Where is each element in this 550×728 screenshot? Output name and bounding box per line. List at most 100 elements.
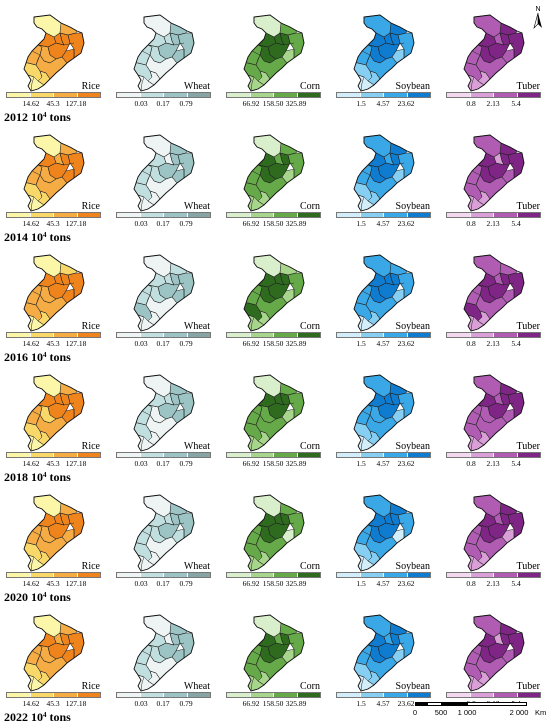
boundary-line: [477, 550, 483, 562]
crop-label: Tuber: [516, 201, 540, 212]
crop-label: Rice: [81, 321, 100, 332]
legend-swatch: [140, 453, 164, 457]
legend-swatch: [164, 333, 188, 337]
legend-swatch: [447, 333, 471, 337]
boundary-line: [507, 634, 515, 658]
legend-swatch: [384, 333, 408, 337]
boundary-line: [501, 402, 511, 418]
boundary-line: [471, 530, 497, 544]
unit-suffix: tons: [49, 110, 71, 124]
boundary-line: [281, 522, 291, 538]
boundary-line: [30, 76, 35, 92]
unit-base: 10: [31, 230, 43, 244]
boundary-line: [259, 646, 263, 656]
boundary-line: [365, 294, 371, 306]
boundary-line: [257, 310, 263, 322]
unit-suffix: tons: [49, 590, 71, 604]
boundary-line: [247, 554, 265, 566]
legend-tick-label: 2.13: [486, 99, 500, 108]
boundary-line: [365, 654, 371, 666]
legend-swatch: [77, 573, 100, 577]
year-value: 2020: [4, 590, 28, 604]
color-legend: 66.92 158.50 325.89: [226, 332, 321, 350]
legend-swatch: [140, 573, 164, 577]
boundary-line: [470, 316, 475, 332]
boundary-line: [471, 410, 497, 424]
color-legend: 14.62 45.3 127.18: [6, 92, 101, 110]
legend-swatch: [30, 213, 54, 217]
legend-swatch: [7, 453, 31, 457]
legend-swatch: [447, 573, 471, 577]
boundary-line: [141, 170, 167, 184]
scale-segment: [415, 702, 428, 706]
north-label: N: [535, 6, 540, 13]
map-panel-wheat-2022: Wheat 0.03 0.17 0.79: [110, 603, 220, 711]
legend-tick-label: 2.13: [486, 579, 500, 588]
boundary-line: [470, 196, 475, 212]
boundary-line: [251, 50, 277, 64]
legend-tick-label: 325.89: [285, 579, 307, 588]
boundary-line: [389, 512, 395, 526]
scale-label: 2 000: [509, 708, 529, 717]
color-legend: 0.03 0.17 0.79: [116, 692, 211, 710]
boundary-line: [273, 156, 277, 164]
boundary-line: [67, 34, 75, 58]
boundary-line: [37, 550, 43, 562]
legend-swatch: [187, 213, 210, 217]
legend-tick-label: 45.3: [46, 579, 60, 588]
legend-swatch: [30, 93, 54, 97]
boundary-line: [369, 646, 373, 656]
legend-swatch: [384, 213, 408, 217]
legend-tick-label: 0.8: [466, 579, 476, 588]
legend-tick-label: 5.4: [511, 579, 521, 588]
boundary-line: [149, 406, 153, 416]
boundary-line: [37, 70, 43, 82]
boundary-line: [499, 392, 505, 406]
legend-tick-label: 4.57: [376, 579, 390, 588]
legend-tick-label: 0.17: [156, 99, 170, 108]
region-outline: [23, 374, 85, 452]
region-outline: [463, 494, 525, 572]
legend-bar: [6, 332, 101, 338]
boundary-line: [141, 290, 167, 304]
color-legend: 14.62 45.3 127.18: [6, 572, 101, 590]
boundary-line: [141, 410, 167, 424]
boundary-line: [365, 54, 371, 66]
legend-tick-label: 23.62: [397, 99, 415, 108]
boundary-line: [35, 54, 41, 66]
legend-tick-label: 0.79: [179, 339, 193, 348]
region-outline: [133, 254, 195, 332]
boundary-line: [279, 272, 285, 286]
province-map: [133, 494, 195, 572]
color-legend: 0.8 2.13 5.4: [446, 212, 541, 230]
legend-swatch: [297, 693, 320, 697]
legend-swatch: [360, 93, 384, 97]
color-legend: 0.8 2.13 5.4: [446, 452, 541, 470]
scale-label: 1 000: [457, 708, 477, 717]
legend-bar: [446, 212, 541, 218]
legend-tick-label: 2.13: [486, 459, 500, 468]
boundary-line: [137, 674, 155, 686]
boundary-line: [163, 396, 167, 404]
boundary-line: [67, 514, 75, 538]
year-label: 2014 104 tons: [4, 228, 71, 244]
year-label: 2018 104 tons: [4, 468, 71, 484]
color-legend: 14.62 45.3 127.18: [6, 692, 101, 710]
map-panel-corn-2022: Corn 66.92 158.50 325.89: [220, 603, 330, 711]
legend-tick-label: 158.50: [262, 579, 284, 588]
boundary-line: [247, 434, 265, 446]
boundary-line: [137, 74, 155, 86]
legend-tick-label: 5.4: [511, 219, 521, 228]
boundary-line: [149, 646, 153, 656]
province-map: [133, 134, 195, 212]
legend-swatch: [407, 453, 430, 457]
boundary-line: [61, 522, 71, 538]
boundary-line: [251, 170, 277, 184]
legend-tick-label: 1.5: [356, 699, 366, 708]
boundary-line: [507, 154, 515, 178]
legend-tick-label: 66.92: [242, 339, 260, 348]
legend-tick-label: 0.17: [156, 459, 170, 468]
region-outline: [243, 614, 305, 692]
boundary-line: [479, 166, 483, 176]
